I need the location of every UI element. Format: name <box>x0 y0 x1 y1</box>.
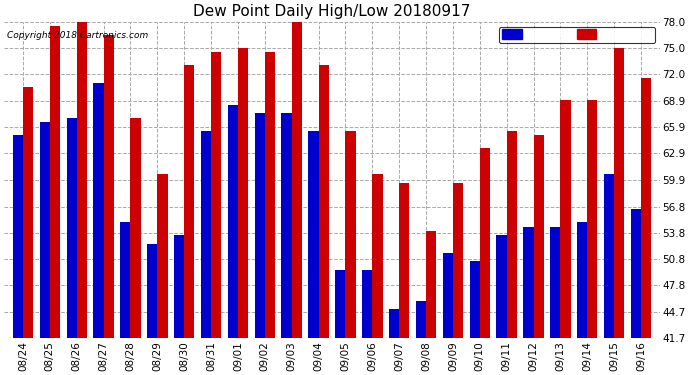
Bar <box>174 235 184 338</box>
Bar <box>362 270 373 338</box>
Bar <box>130 118 141 338</box>
Bar <box>416 301 426 338</box>
Bar <box>184 65 195 338</box>
Bar <box>13 135 23 338</box>
Bar <box>399 183 409 338</box>
Bar <box>104 35 114 338</box>
Bar <box>308 131 319 338</box>
Bar <box>373 174 382 338</box>
Bar <box>506 131 517 338</box>
Text: Copyright 2018 Cartronics.com: Copyright 2018 Cartronics.com <box>8 31 148 40</box>
Bar <box>147 244 157 338</box>
Bar <box>292 22 302 338</box>
Bar <box>282 113 292 338</box>
Bar <box>265 52 275 338</box>
Bar <box>631 209 641 338</box>
Bar <box>255 113 265 338</box>
Bar <box>157 174 168 338</box>
Bar <box>93 83 104 338</box>
Bar <box>335 270 346 338</box>
Bar <box>641 78 651 338</box>
Legend: Low  (°F), High  (°F): Low (°F), High (°F) <box>500 27 655 43</box>
Bar <box>238 48 248 338</box>
Bar <box>346 131 355 338</box>
Bar <box>533 135 544 338</box>
Bar <box>120 222 130 338</box>
Bar <box>560 100 571 338</box>
Bar <box>550 226 560 338</box>
Bar <box>426 231 436 338</box>
Bar <box>23 87 33 338</box>
Bar <box>496 235 506 338</box>
Bar <box>480 148 490 338</box>
Bar <box>523 226 533 338</box>
Bar <box>604 174 614 338</box>
Bar <box>470 261 480 338</box>
Bar <box>228 105 238 338</box>
Bar <box>443 253 453 338</box>
Bar <box>201 131 211 338</box>
Bar <box>50 26 60 338</box>
Title: Dew Point Daily High/Low 20180917: Dew Point Daily High/Low 20180917 <box>193 4 471 19</box>
Bar <box>577 222 587 338</box>
Bar <box>319 65 328 338</box>
Bar <box>66 118 77 338</box>
Bar <box>389 309 399 338</box>
Bar <box>211 52 221 338</box>
Bar <box>587 100 598 338</box>
Bar <box>39 122 50 338</box>
Bar <box>614 48 624 338</box>
Bar <box>453 183 463 338</box>
Bar <box>77 17 87 338</box>
